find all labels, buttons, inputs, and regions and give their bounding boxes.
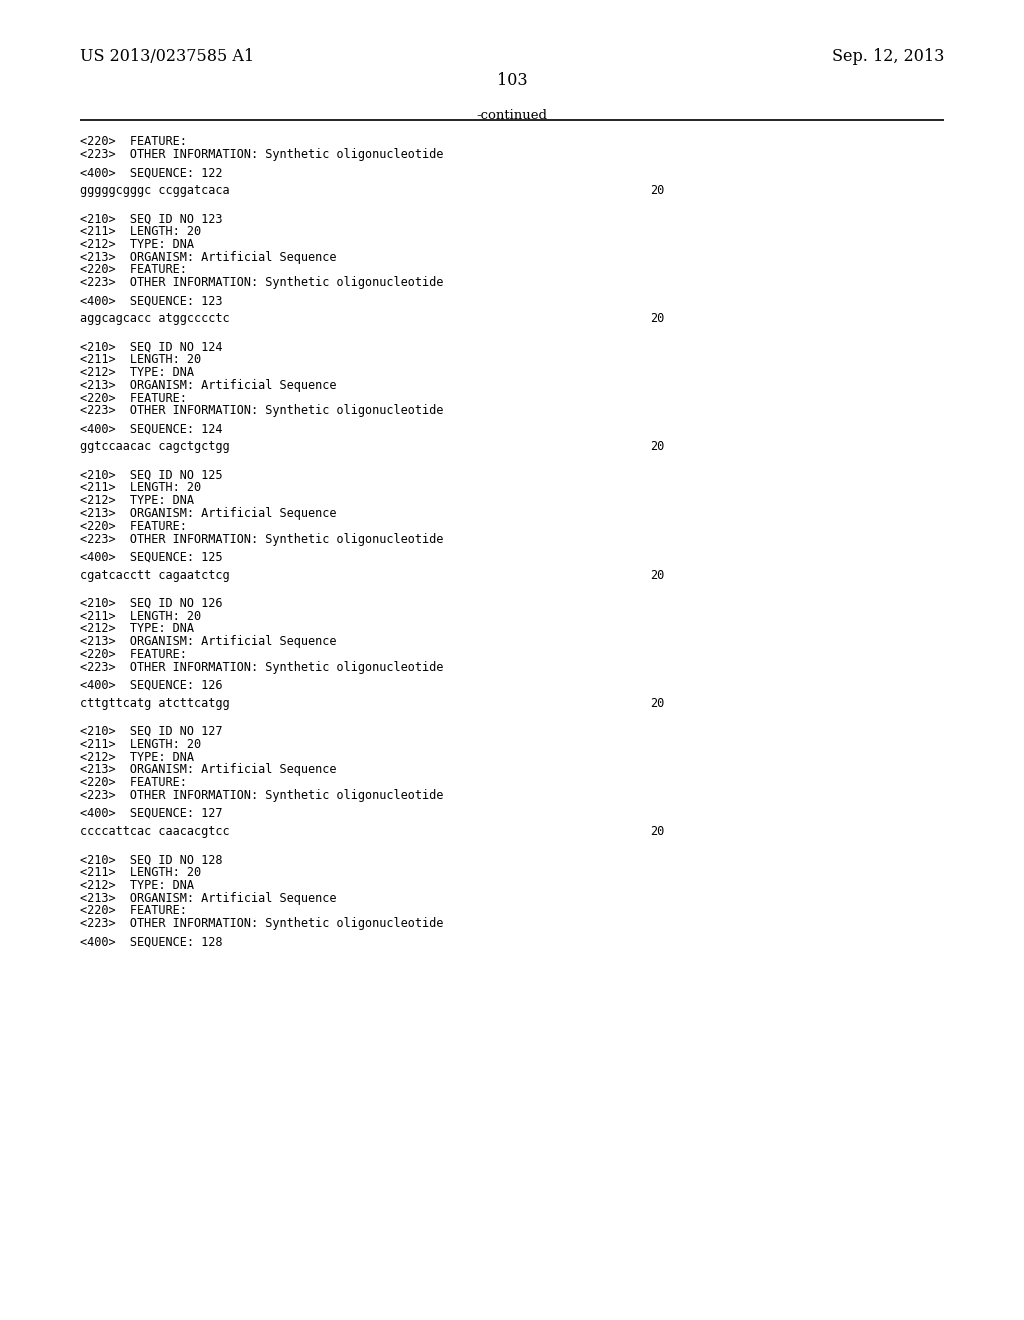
Text: <212>  TYPE: DNA: <212> TYPE: DNA: [80, 238, 194, 251]
Text: <213>  ORGANISM: Artificial Sequence: <213> ORGANISM: Artificial Sequence: [80, 507, 336, 520]
Text: <210>  SEQ ID NO 128: <210> SEQ ID NO 128: [80, 853, 222, 866]
Text: <210>  SEQ ID NO 125: <210> SEQ ID NO 125: [80, 469, 222, 482]
Text: <211>  LENGTH: 20: <211> LENGTH: 20: [80, 610, 201, 623]
Text: <211>  LENGTH: 20: <211> LENGTH: 20: [80, 738, 201, 751]
Text: <213>  ORGANISM: Artificial Sequence: <213> ORGANISM: Artificial Sequence: [80, 635, 336, 648]
Text: <220>  FEATURE:: <220> FEATURE:: [80, 392, 186, 405]
Text: 20: 20: [650, 697, 665, 710]
Text: aggcagcacc atggcccctc: aggcagcacc atggcccctc: [80, 313, 229, 325]
Text: cttgttcatg atcttcatgg: cttgttcatg atcttcatgg: [80, 697, 229, 710]
Text: <223>  OTHER INFORMATION: Synthetic oligonucleotide: <223> OTHER INFORMATION: Synthetic oligo…: [80, 789, 443, 803]
Text: 103: 103: [497, 71, 527, 88]
Text: <213>  ORGANISM: Artificial Sequence: <213> ORGANISM: Artificial Sequence: [80, 891, 336, 904]
Text: <213>  ORGANISM: Artificial Sequence: <213> ORGANISM: Artificial Sequence: [80, 763, 336, 776]
Text: <220>  FEATURE:: <220> FEATURE:: [80, 648, 186, 661]
Text: cgatcacctt cagaatctcg: cgatcacctt cagaatctcg: [80, 569, 229, 582]
Text: <220>  FEATURE:: <220> FEATURE:: [80, 776, 186, 789]
Text: ggtccaacac cagctgctgg: ggtccaacac cagctgctgg: [80, 441, 229, 453]
Text: <400>  SEQUENCE: 122: <400> SEQUENCE: 122: [80, 166, 222, 180]
Text: <400>  SEQUENCE: 124: <400> SEQUENCE: 124: [80, 422, 222, 436]
Text: <400>  SEQUENCE: 128: <400> SEQUENCE: 128: [80, 935, 222, 948]
Text: 20: 20: [650, 825, 665, 838]
Text: <220>  FEATURE:: <220> FEATURE:: [80, 904, 186, 917]
Text: 20: 20: [650, 313, 665, 325]
Text: <400>  SEQUENCE: 125: <400> SEQUENCE: 125: [80, 550, 222, 564]
Text: <400>  SEQUENCE: 123: <400> SEQUENCE: 123: [80, 294, 222, 308]
Text: <210>  SEQ ID NO 123: <210> SEQ ID NO 123: [80, 213, 222, 226]
Text: gggggcgggc ccggatcaca: gggggcgggc ccggatcaca: [80, 183, 229, 197]
Text: <220>  FEATURE:: <220> FEATURE:: [80, 135, 186, 148]
Text: <220>  FEATURE:: <220> FEATURE:: [80, 520, 186, 533]
Text: <220>  FEATURE:: <220> FEATURE:: [80, 264, 186, 276]
Text: <223>  OTHER INFORMATION: Synthetic oligonucleotide: <223> OTHER INFORMATION: Synthetic oligo…: [80, 276, 443, 289]
Text: <213>  ORGANISM: Artificial Sequence: <213> ORGANISM: Artificial Sequence: [80, 251, 336, 264]
Text: 20: 20: [650, 569, 665, 582]
Text: <223>  OTHER INFORMATION: Synthetic oligonucleotide: <223> OTHER INFORMATION: Synthetic oligo…: [80, 148, 443, 161]
Text: <223>  OTHER INFORMATION: Synthetic oligonucleotide: <223> OTHER INFORMATION: Synthetic oligo…: [80, 917, 443, 931]
Text: Sep. 12, 2013: Sep. 12, 2013: [831, 49, 944, 65]
Text: 20: 20: [650, 183, 665, 197]
Text: <212>  TYPE: DNA: <212> TYPE: DNA: [80, 751, 194, 763]
Text: <400>  SEQUENCE: 126: <400> SEQUENCE: 126: [80, 678, 222, 692]
Text: <211>  LENGTH: 20: <211> LENGTH: 20: [80, 354, 201, 366]
Text: <212>  TYPE: DNA: <212> TYPE: DNA: [80, 879, 194, 892]
Text: <223>  OTHER INFORMATION: Synthetic oligonucleotide: <223> OTHER INFORMATION: Synthetic oligo…: [80, 532, 443, 545]
Text: US 2013/0237585 A1: US 2013/0237585 A1: [80, 49, 254, 65]
Text: <212>  TYPE: DNA: <212> TYPE: DNA: [80, 623, 194, 635]
Text: ccccattcac caacacgtcc: ccccattcac caacacgtcc: [80, 825, 229, 838]
Text: <400>  SEQUENCE: 127: <400> SEQUENCE: 127: [80, 807, 222, 820]
Text: <213>  ORGANISM: Artificial Sequence: <213> ORGANISM: Artificial Sequence: [80, 379, 336, 392]
Text: <211>  LENGTH: 20: <211> LENGTH: 20: [80, 866, 201, 879]
Text: <223>  OTHER INFORMATION: Synthetic oligonucleotide: <223> OTHER INFORMATION: Synthetic oligo…: [80, 404, 443, 417]
Text: 20: 20: [650, 441, 665, 453]
Text: <210>  SEQ ID NO 124: <210> SEQ ID NO 124: [80, 341, 222, 354]
Text: <211>  LENGTH: 20: <211> LENGTH: 20: [80, 482, 201, 495]
Text: <211>  LENGTH: 20: <211> LENGTH: 20: [80, 224, 201, 238]
Text: <210>  SEQ ID NO 126: <210> SEQ ID NO 126: [80, 597, 222, 610]
Text: -continued: -continued: [476, 110, 548, 121]
Text: <210>  SEQ ID NO 127: <210> SEQ ID NO 127: [80, 725, 222, 738]
Text: <212>  TYPE: DNA: <212> TYPE: DNA: [80, 494, 194, 507]
Text: <223>  OTHER INFORMATION: Synthetic oligonucleotide: <223> OTHER INFORMATION: Synthetic oligo…: [80, 661, 443, 673]
Text: <212>  TYPE: DNA: <212> TYPE: DNA: [80, 366, 194, 379]
